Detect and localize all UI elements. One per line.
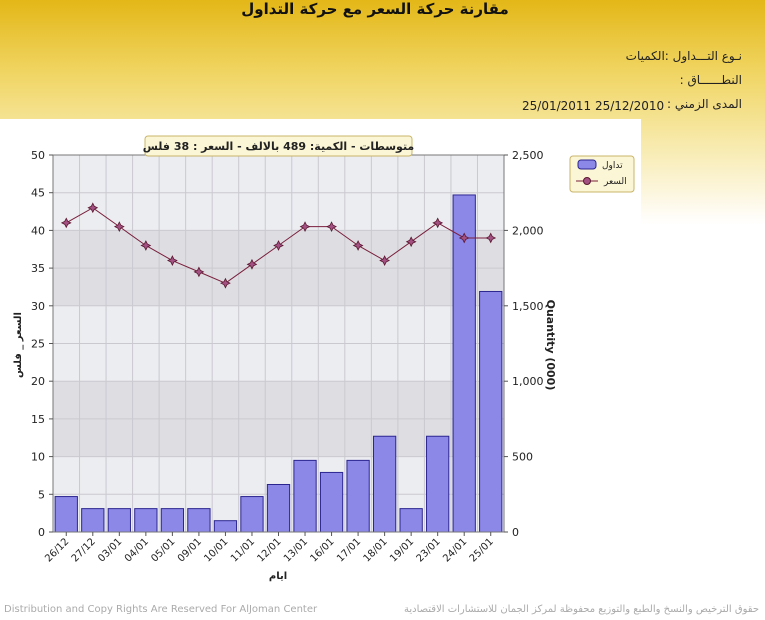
- price-point: [166, 255, 178, 266]
- y-tick-label-right: 2,500: [512, 149, 544, 162]
- price-point: [87, 202, 99, 214]
- x-tick-label: 09/01: [176, 536, 204, 564]
- y-tick-label-left: 50: [31, 149, 45, 162]
- legend: تداول السعر: [569, 155, 635, 193]
- x-tick-label: 19/01: [388, 536, 416, 564]
- y-tick-label-left: 20: [31, 375, 45, 388]
- legend-label-line: السعر: [603, 177, 627, 187]
- price-point: [113, 221, 125, 233]
- price-point: [140, 240, 152, 251]
- footer-copyright-en: Distribution and Copy Rights Are Reserve…: [4, 604, 318, 615]
- chart-title-box: متوسطات - الكمية: 489 بالالف - السعر : 3…: [143, 135, 415, 157]
- x-axis-label: ايام: [269, 571, 287, 582]
- x-tick-label: 26/12: [43, 536, 71, 564]
- trade-type-row: نـوع التـــداول :الكميات: [626, 49, 742, 63]
- bar: [187, 508, 211, 533]
- range-row: النطــــــاق :: [680, 73, 742, 87]
- price-point: [220, 277, 231, 289]
- y-tick-label-right: 2,000: [512, 224, 544, 237]
- bar: [81, 508, 105, 533]
- bar: [346, 459, 370, 533]
- bar: [134, 508, 158, 533]
- page-title: مقارنة حركة السعر مع حركة التداول: [241, 0, 509, 18]
- x-tick-label: 24/01: [441, 536, 469, 564]
- bar: [399, 508, 423, 533]
- price-point: [458, 232, 470, 244]
- y-tick-label-right: 1,500: [512, 300, 544, 313]
- range-label: النطــــــاق :: [679, 73, 742, 87]
- x-tick-label: 03/01: [96, 536, 124, 564]
- price-point: [193, 266, 205, 278]
- bar: [372, 435, 397, 533]
- legend-bar-swatch: [577, 159, 597, 170]
- bar-series: [54, 194, 503, 533]
- price-point: [299, 221, 311, 233]
- x-tick-label: 13/01: [282, 536, 310, 564]
- bar: [319, 471, 344, 533]
- x-tick-label: 10/01: [202, 536, 230, 564]
- y-tick-label-right: 0: [512, 526, 519, 539]
- x-tick-label: 23/01: [415, 536, 443, 564]
- bar: [266, 483, 291, 533]
- y-tick-label-left: 35: [31, 262, 45, 275]
- price-point: [326, 221, 337, 233]
- y-tick-label-right: 1,000: [512, 375, 544, 388]
- y-tick-label-left: 0: [38, 526, 45, 539]
- x-tick-label: 27/12: [70, 536, 98, 564]
- x-tick-label: 18/01: [362, 536, 390, 564]
- price-point: [352, 240, 364, 251]
- x-tick-label: 04/01: [123, 536, 151, 564]
- price-point: [432, 217, 444, 229]
- y-tick-label-left: 25: [31, 338, 45, 351]
- legend-line-marker: [583, 177, 591, 185]
- chart-container: 0 5 10 15 20 25 30 35 40 45 50 0 500 1,000 1,500 2,000 2…: [0, 119, 641, 589]
- bar: [213, 520, 238, 533]
- y-tick-label-left: 45: [31, 187, 45, 200]
- y-tick-label-left: 15: [31, 413, 45, 426]
- price-point: [379, 255, 391, 266]
- trade-type-label: نـوع التـــداول :: [664, 49, 742, 63]
- bar: [426, 435, 450, 533]
- y-axis-left-label: السعر _ فلس: [13, 312, 24, 378]
- bar: [54, 496, 78, 533]
- y-axis-right-label: Quantity (000): [544, 300, 557, 391]
- y-tick-label-left: 40: [31, 224, 45, 237]
- price-point: [60, 217, 72, 229]
- period-row: المدى الزمني :: [667, 97, 742, 111]
- price-point: [246, 258, 258, 270]
- y-tick-label-left: 30: [31, 300, 45, 313]
- x-tick-label: 16/01: [309, 536, 337, 564]
- x-tick-label: 11/01: [229, 536, 257, 564]
- x-tick-label: 25/01: [468, 536, 496, 564]
- chart-title: متوسطات - الكمية: 489 بالالف - السعر : 3…: [143, 140, 415, 153]
- bar: [479, 290, 503, 533]
- x-tick-label: 17/01: [335, 536, 363, 564]
- period-label: المدى الزمني :: [667, 97, 742, 111]
- trade-type-value: الكميات: [625, 49, 665, 63]
- footer-copyright-ar: حقوق الترخيص والنسخ والطبع والتوزيع محفو…: [403, 604, 759, 615]
- bar: [452, 194, 476, 533]
- price-point: [273, 240, 284, 251]
- bar: [240, 496, 264, 533]
- y-tick-label-left: 10: [31, 451, 45, 464]
- price-point: [485, 232, 497, 244]
- y-tick-label-left: 5: [38, 488, 45, 501]
- bar: [293, 459, 317, 533]
- x-tick-label: 12/01: [255, 536, 283, 564]
- line-series: [60, 202, 497, 289]
- legend-label-bar: تداول: [602, 161, 623, 171]
- bar: [107, 508, 131, 533]
- x-tick-label: 05/01: [149, 536, 177, 564]
- price-point: [405, 236, 417, 248]
- y-tick-label-right: 500: [512, 451, 533, 464]
- bar: [160, 508, 185, 533]
- combo-chart: 0510152025303540455005001,0001,5002,0002…: [13, 135, 635, 582]
- period-value: 25/01/2011 25/12/2010: [522, 99, 665, 113]
